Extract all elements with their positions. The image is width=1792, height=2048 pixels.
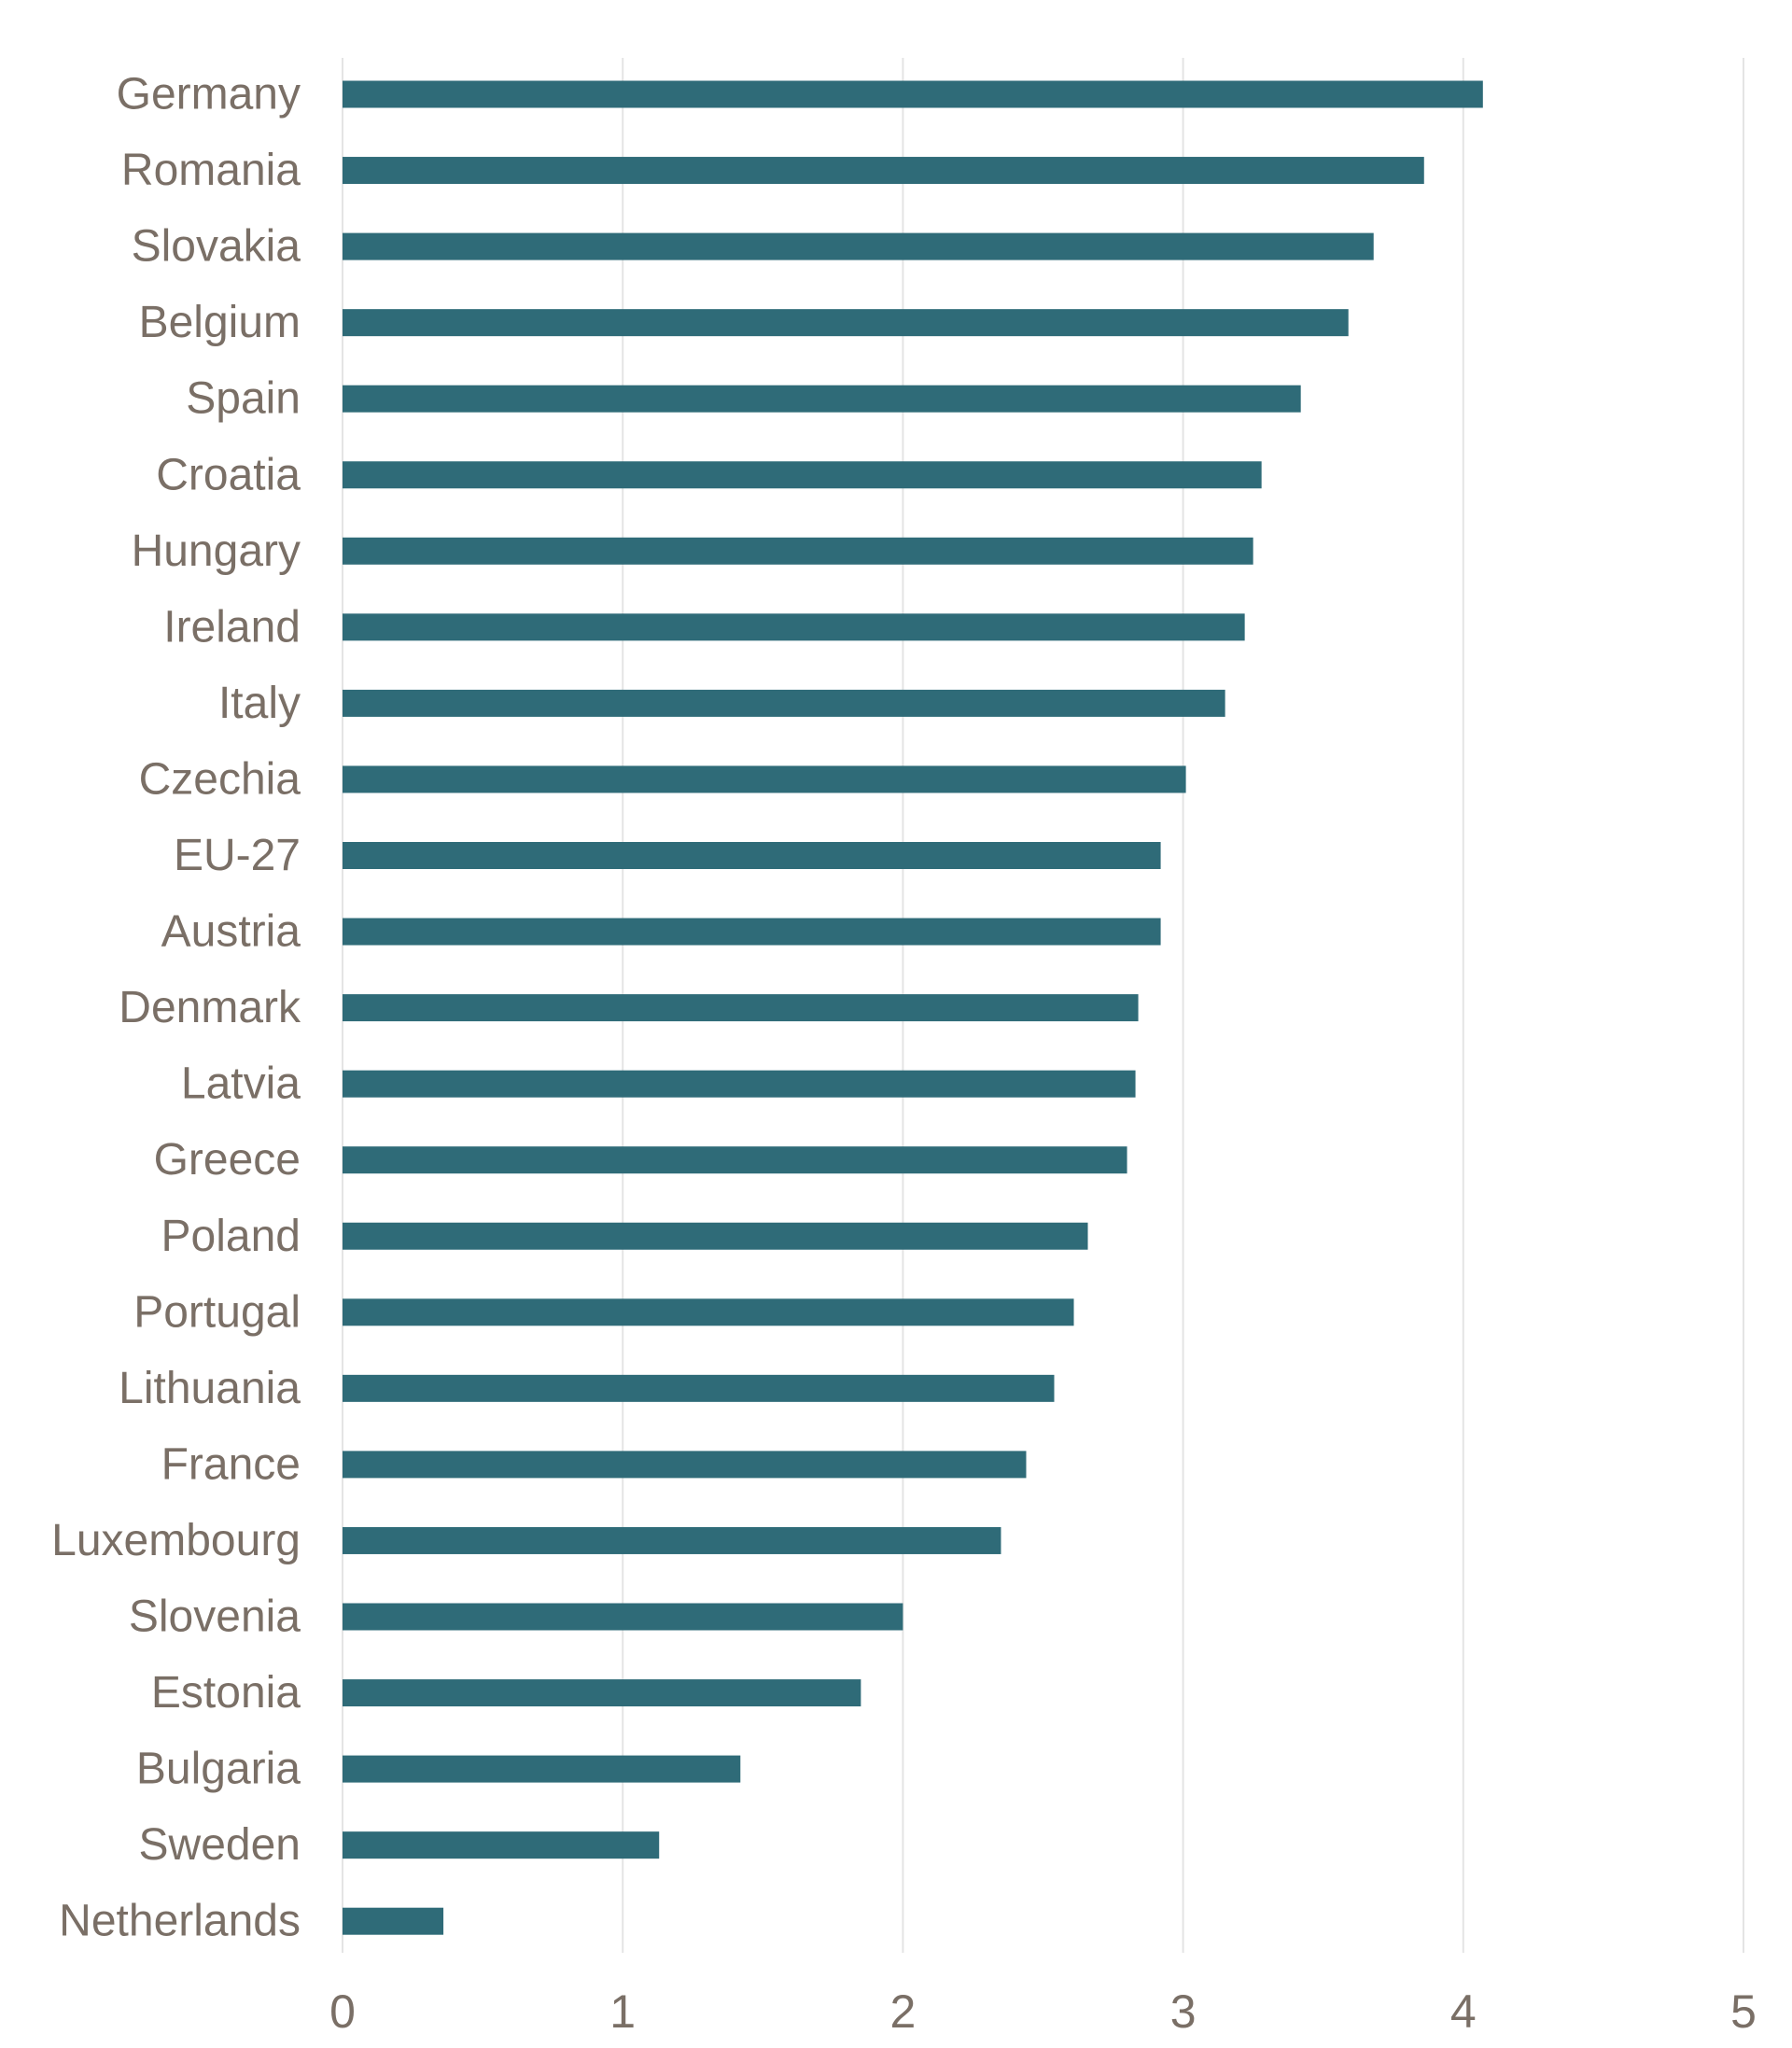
category-label-lithuania: Lithuania <box>119 1364 301 1413</box>
category-label-sweden: Sweden <box>139 1820 301 1870</box>
bar-austria <box>343 918 1161 946</box>
bar-croatia <box>343 461 1262 489</box>
category-label-greece: Greece <box>154 1135 301 1185</box>
category-label-hungary: Hungary <box>132 526 301 576</box>
bar-denmark <box>343 994 1139 1022</box>
category-labels: Germany Romania Slovakia Belgium Spain Croati… <box>51 70 301 1946</box>
category-label-eu-27: EU-27 <box>174 831 301 880</box>
bar-eu-27 <box>343 842 1161 869</box>
bar-belgium <box>343 309 1349 337</box>
x-tick-label-1: 1 <box>609 1985 636 2038</box>
bar-france <box>343 1451 1027 1479</box>
bar-romania <box>343 157 1424 185</box>
category-label-france: France <box>161 1439 301 1489</box>
category-label-czechia: Czechia <box>139 754 301 804</box>
category-label-belgium: Belgium <box>139 298 301 347</box>
x-tick-label-5: 5 <box>1730 1985 1757 2038</box>
bar-sweden <box>343 1831 660 1859</box>
x-tick-label-4: 4 <box>1450 1985 1477 2038</box>
category-label-ireland: Ireland <box>163 602 301 652</box>
category-label-spain: Spain <box>186 374 301 424</box>
category-label-croatia: Croatia <box>156 450 301 499</box>
x-tick-label-3: 3 <box>1170 1985 1197 2038</box>
bar-estonia <box>343 1679 861 1707</box>
bar-slovenia <box>343 1603 903 1631</box>
bar-czechia <box>343 765 1186 793</box>
x-axis-tick-labels: 0 1 2 3 4 5 <box>329 1985 1757 2038</box>
category-label-luxembourg: Luxembourg <box>51 1516 301 1565</box>
bar-germany <box>343 80 1483 108</box>
bar-greece <box>343 1146 1127 1174</box>
category-label-denmark: Denmark <box>119 983 301 1032</box>
bar-hungary <box>343 537 1253 565</box>
bar-luxembourg <box>343 1526 1001 1554</box>
category-label-netherlands: Netherlands <box>59 1897 301 1946</box>
category-label-latvia: Latvia <box>181 1059 301 1109</box>
bar-netherlands <box>343 1907 444 1935</box>
x-tick-label-2: 2 <box>889 1985 916 2038</box>
bar-portugal <box>343 1298 1074 1326</box>
category-label-austria: Austria <box>161 907 301 957</box>
category-label-bulgaria: Bulgaria <box>136 1745 301 1794</box>
bar-slovakia <box>343 232 1374 260</box>
bar-italy <box>343 689 1225 717</box>
bars <box>343 80 1483 1935</box>
bar-poland <box>343 1222 1088 1250</box>
bar-lithuania <box>343 1374 1055 1402</box>
category-label-slovakia: Slovakia <box>132 222 301 272</box>
category-label-romania: Romania <box>121 146 301 195</box>
bar-bulgaria <box>343 1755 741 1783</box>
bar-latvia <box>343 1070 1136 1098</box>
category-label-germany: Germany <box>117 70 301 119</box>
category-label-portugal: Portugal <box>133 1287 301 1337</box>
category-label-italy: Italy <box>218 679 301 728</box>
bar-spain <box>343 385 1301 413</box>
category-label-slovenia: Slovenia <box>129 1592 301 1642</box>
category-label-estonia: Estonia <box>151 1668 301 1718</box>
x-tick-label-0: 0 <box>329 1985 356 2038</box>
category-label-poland: Poland <box>161 1212 301 1261</box>
bar-ireland <box>343 613 1245 641</box>
